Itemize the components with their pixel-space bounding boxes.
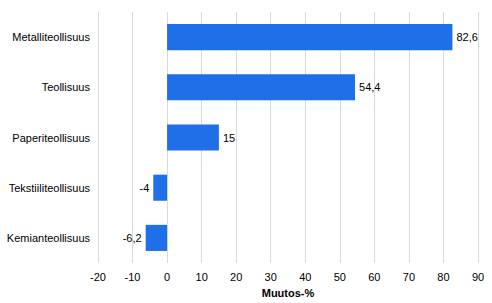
svg-text:Metalliteollisuus: Metalliteollisuus xyxy=(12,31,90,43)
svg-text:Paperiteollisuus: Paperiteollisuus xyxy=(12,132,90,144)
svg-text:30: 30 xyxy=(265,271,277,283)
svg-text:50: 50 xyxy=(334,271,346,283)
svg-text:20: 20 xyxy=(230,271,242,283)
svg-text:-10: -10 xyxy=(125,271,141,283)
svg-text:-6,2: -6,2 xyxy=(123,232,142,244)
svg-text:80: 80 xyxy=(437,271,449,283)
svg-text:10: 10 xyxy=(196,271,208,283)
svg-text:0: 0 xyxy=(164,271,170,283)
svg-text:90: 90 xyxy=(472,271,484,283)
svg-text:Muutos-%: Muutos-% xyxy=(262,287,315,299)
svg-text:15: 15 xyxy=(223,132,235,144)
svg-text:Tekstiiliteollisuus: Tekstiiliteollisuus xyxy=(9,182,91,194)
svg-text:40: 40 xyxy=(299,271,311,283)
svg-text:Teollisuus: Teollisuus xyxy=(42,81,91,93)
svg-text:54,4: 54,4 xyxy=(359,81,380,93)
svg-text:-4: -4 xyxy=(139,182,149,194)
svg-text:82,6: 82,6 xyxy=(456,31,477,43)
svg-text:60: 60 xyxy=(368,271,380,283)
svg-text:Kemianteollisuus: Kemianteollisuus xyxy=(7,232,91,244)
svg-text:-20: -20 xyxy=(90,271,106,283)
svg-text:70: 70 xyxy=(403,271,415,283)
